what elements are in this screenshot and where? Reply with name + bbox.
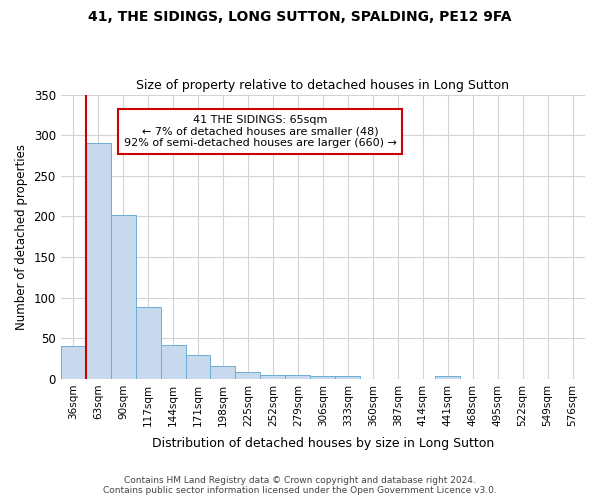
Bar (286, 375, 310, 379)
Bar (260, 375, 286, 379)
Bar (61, 346, 86, 379)
Bar (110, 215, 136, 379)
Text: 41, THE SIDINGS, LONG SUTTON, SPALDING, PE12 9FA: 41, THE SIDINGS, LONG SUTTON, SPALDING, … (88, 10, 512, 24)
X-axis label: Distribution of detached houses by size in Long Sutton: Distribution of detached houses by size … (152, 437, 494, 450)
Y-axis label: Number of detached properties: Number of detached properties (15, 144, 28, 330)
Bar (185, 354, 211, 379)
Bar (211, 366, 235, 379)
Bar (86, 144, 110, 379)
Bar (235, 372, 260, 379)
Bar (335, 376, 360, 379)
Text: Contains HM Land Registry data © Crown copyright and database right 2024.
Contai: Contains HM Land Registry data © Crown c… (103, 476, 497, 495)
Bar (310, 376, 335, 379)
Bar (435, 376, 460, 379)
Title: Size of property relative to detached houses in Long Sutton: Size of property relative to detached ho… (136, 79, 509, 92)
Bar (161, 345, 185, 379)
Text: 41 THE SIDINGS: 65sqm
← 7% of detached houses are smaller (48)
92% of semi-detac: 41 THE SIDINGS: 65sqm ← 7% of detached h… (124, 115, 397, 148)
Bar (136, 308, 161, 379)
